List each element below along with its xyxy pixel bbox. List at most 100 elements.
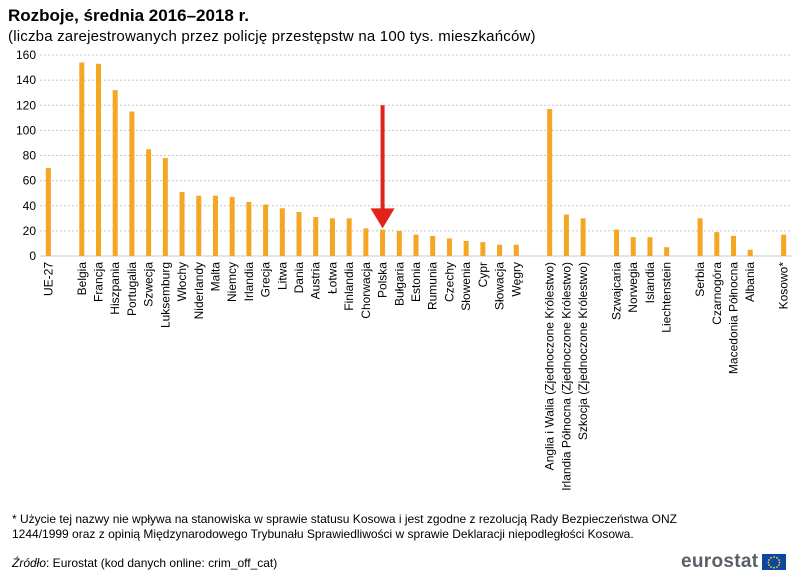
bar xyxy=(781,234,787,256)
x-tick-label: Austria xyxy=(309,262,323,300)
bar xyxy=(263,204,269,256)
x-tick-label: Polska xyxy=(376,262,390,298)
x-tick-label: Liechtenstein xyxy=(660,262,674,333)
y-tick-label: 160 xyxy=(16,48,36,62)
x-tick-label: Belgia xyxy=(75,262,89,296)
bar xyxy=(731,235,737,256)
x-tick-label: Dania xyxy=(292,262,306,294)
bar xyxy=(747,249,753,256)
footnote: * Użycie tej nazwy nie wpływa na stanowi… xyxy=(12,512,677,541)
bar xyxy=(580,218,586,256)
x-tick-label: Szwecja xyxy=(142,262,156,307)
bar xyxy=(396,230,402,256)
bar xyxy=(664,247,670,256)
y-tick-label: 20 xyxy=(23,224,37,238)
bar xyxy=(146,149,152,256)
eu-flag-icon xyxy=(762,554,787,570)
bar xyxy=(563,214,569,256)
x-tick-label: Cypr xyxy=(476,262,490,287)
bar xyxy=(112,90,118,256)
x-tick-label: Szwajcaria xyxy=(610,262,624,320)
bar xyxy=(463,240,469,256)
x-tick-label: Kosowo* xyxy=(777,262,791,310)
x-tick-label: Niemcy xyxy=(225,262,239,302)
eurostat-logo: eurostat xyxy=(681,551,787,573)
bar xyxy=(630,237,636,256)
bar xyxy=(212,195,218,256)
bar xyxy=(79,62,85,256)
x-tick-label: Hiszpania xyxy=(108,262,122,315)
y-tick-label: 140 xyxy=(16,73,36,87)
highlight-arrow-shaft xyxy=(380,105,385,211)
x-tick-label: Estonia xyxy=(409,262,423,302)
x-tick-label: Albania xyxy=(743,262,757,302)
x-tick-label: Macedonia Północna xyxy=(727,262,741,374)
bar xyxy=(296,212,302,256)
bar xyxy=(513,244,519,256)
bar xyxy=(430,235,436,256)
x-tick-label: Irlandia xyxy=(242,262,256,302)
bar xyxy=(162,158,168,256)
bar xyxy=(179,191,185,256)
x-tick-label: Rumunia xyxy=(426,262,440,310)
y-tick-label: 40 xyxy=(23,199,37,213)
x-tick-label: Słowenia xyxy=(459,262,473,311)
bar xyxy=(129,111,135,256)
bar xyxy=(480,242,486,256)
x-tick-label: Grecja xyxy=(259,262,273,298)
source-note: Źródło: Eurostat (kod danych online: cri… xyxy=(12,556,277,570)
bar xyxy=(497,244,503,256)
bar xyxy=(246,201,252,256)
bar xyxy=(45,168,51,256)
bar xyxy=(329,218,335,256)
x-tick-label: Islandia xyxy=(643,262,657,304)
source-text: : Eurostat (kod danych online: crim_off_… xyxy=(46,556,278,570)
y-tick-label: 60 xyxy=(23,174,37,188)
bar xyxy=(95,63,101,257)
x-tick-label: Portugalia xyxy=(125,262,139,316)
x-tick-label: Węgry xyxy=(509,262,523,297)
highlight-arrow-head xyxy=(370,208,395,229)
source-label: Źródło xyxy=(12,556,47,570)
bar xyxy=(363,228,369,256)
chart-subtitle: (liczba zarejestrowanych przez policję p… xyxy=(8,28,536,45)
bar xyxy=(714,232,720,256)
x-tick-label: Czechy xyxy=(442,262,456,302)
x-tick-label: Czarnogóra xyxy=(710,262,724,325)
x-tick-label: Serbia xyxy=(693,262,707,297)
x-tick-label: Francja xyxy=(91,262,105,302)
x-tick-label: Chorwacja xyxy=(359,262,373,319)
bar xyxy=(380,229,386,256)
bar xyxy=(196,195,202,256)
bar-chart: 0 20 40 60 80 100 120 140 160 UE-27 Belgia Francja H… xyxy=(16,48,792,491)
y-tick-label: 100 xyxy=(16,123,36,137)
bar xyxy=(279,208,285,256)
bar xyxy=(614,229,620,256)
x-tick-label: Malta xyxy=(208,262,222,292)
x-tick-label: Niderlandy xyxy=(192,262,206,319)
x-tick-label: Łotwa xyxy=(325,262,339,294)
x-tick-label: Luksemburg xyxy=(158,262,172,328)
chart-title: Rozboje, średnia 2016–2018 r. xyxy=(8,6,249,25)
x-tick-label: Norwegia xyxy=(626,262,640,313)
x-tick-label: Słowacja xyxy=(493,262,507,310)
x-tick-label: Włochy xyxy=(175,262,189,301)
x-tick-label: Finlandia xyxy=(342,262,356,311)
y-tick-label: 80 xyxy=(23,149,37,163)
bar xyxy=(697,218,703,256)
bar xyxy=(313,217,319,256)
bar xyxy=(547,109,553,256)
bar xyxy=(446,238,452,256)
logo-text: eurostat xyxy=(681,551,759,572)
x-tick-label: Szkocja (Zjednoczone Królestwo) xyxy=(576,262,590,440)
y-tick-label: 120 xyxy=(16,98,36,112)
x-tick-label: Irlandia Północna (Zjednoczone Królestwo… xyxy=(559,262,573,491)
y-tick-label: 0 xyxy=(29,249,36,263)
x-tick-label: UE-27 xyxy=(41,262,55,296)
bar xyxy=(647,237,653,256)
x-tick-label: Anglia i Walia (Zjednoczone Królestwo) xyxy=(543,262,557,470)
bar xyxy=(413,234,419,256)
x-tick-label: Litwa xyxy=(275,262,289,290)
bar xyxy=(229,196,235,256)
x-tick-label: Bułgaria xyxy=(392,262,406,306)
